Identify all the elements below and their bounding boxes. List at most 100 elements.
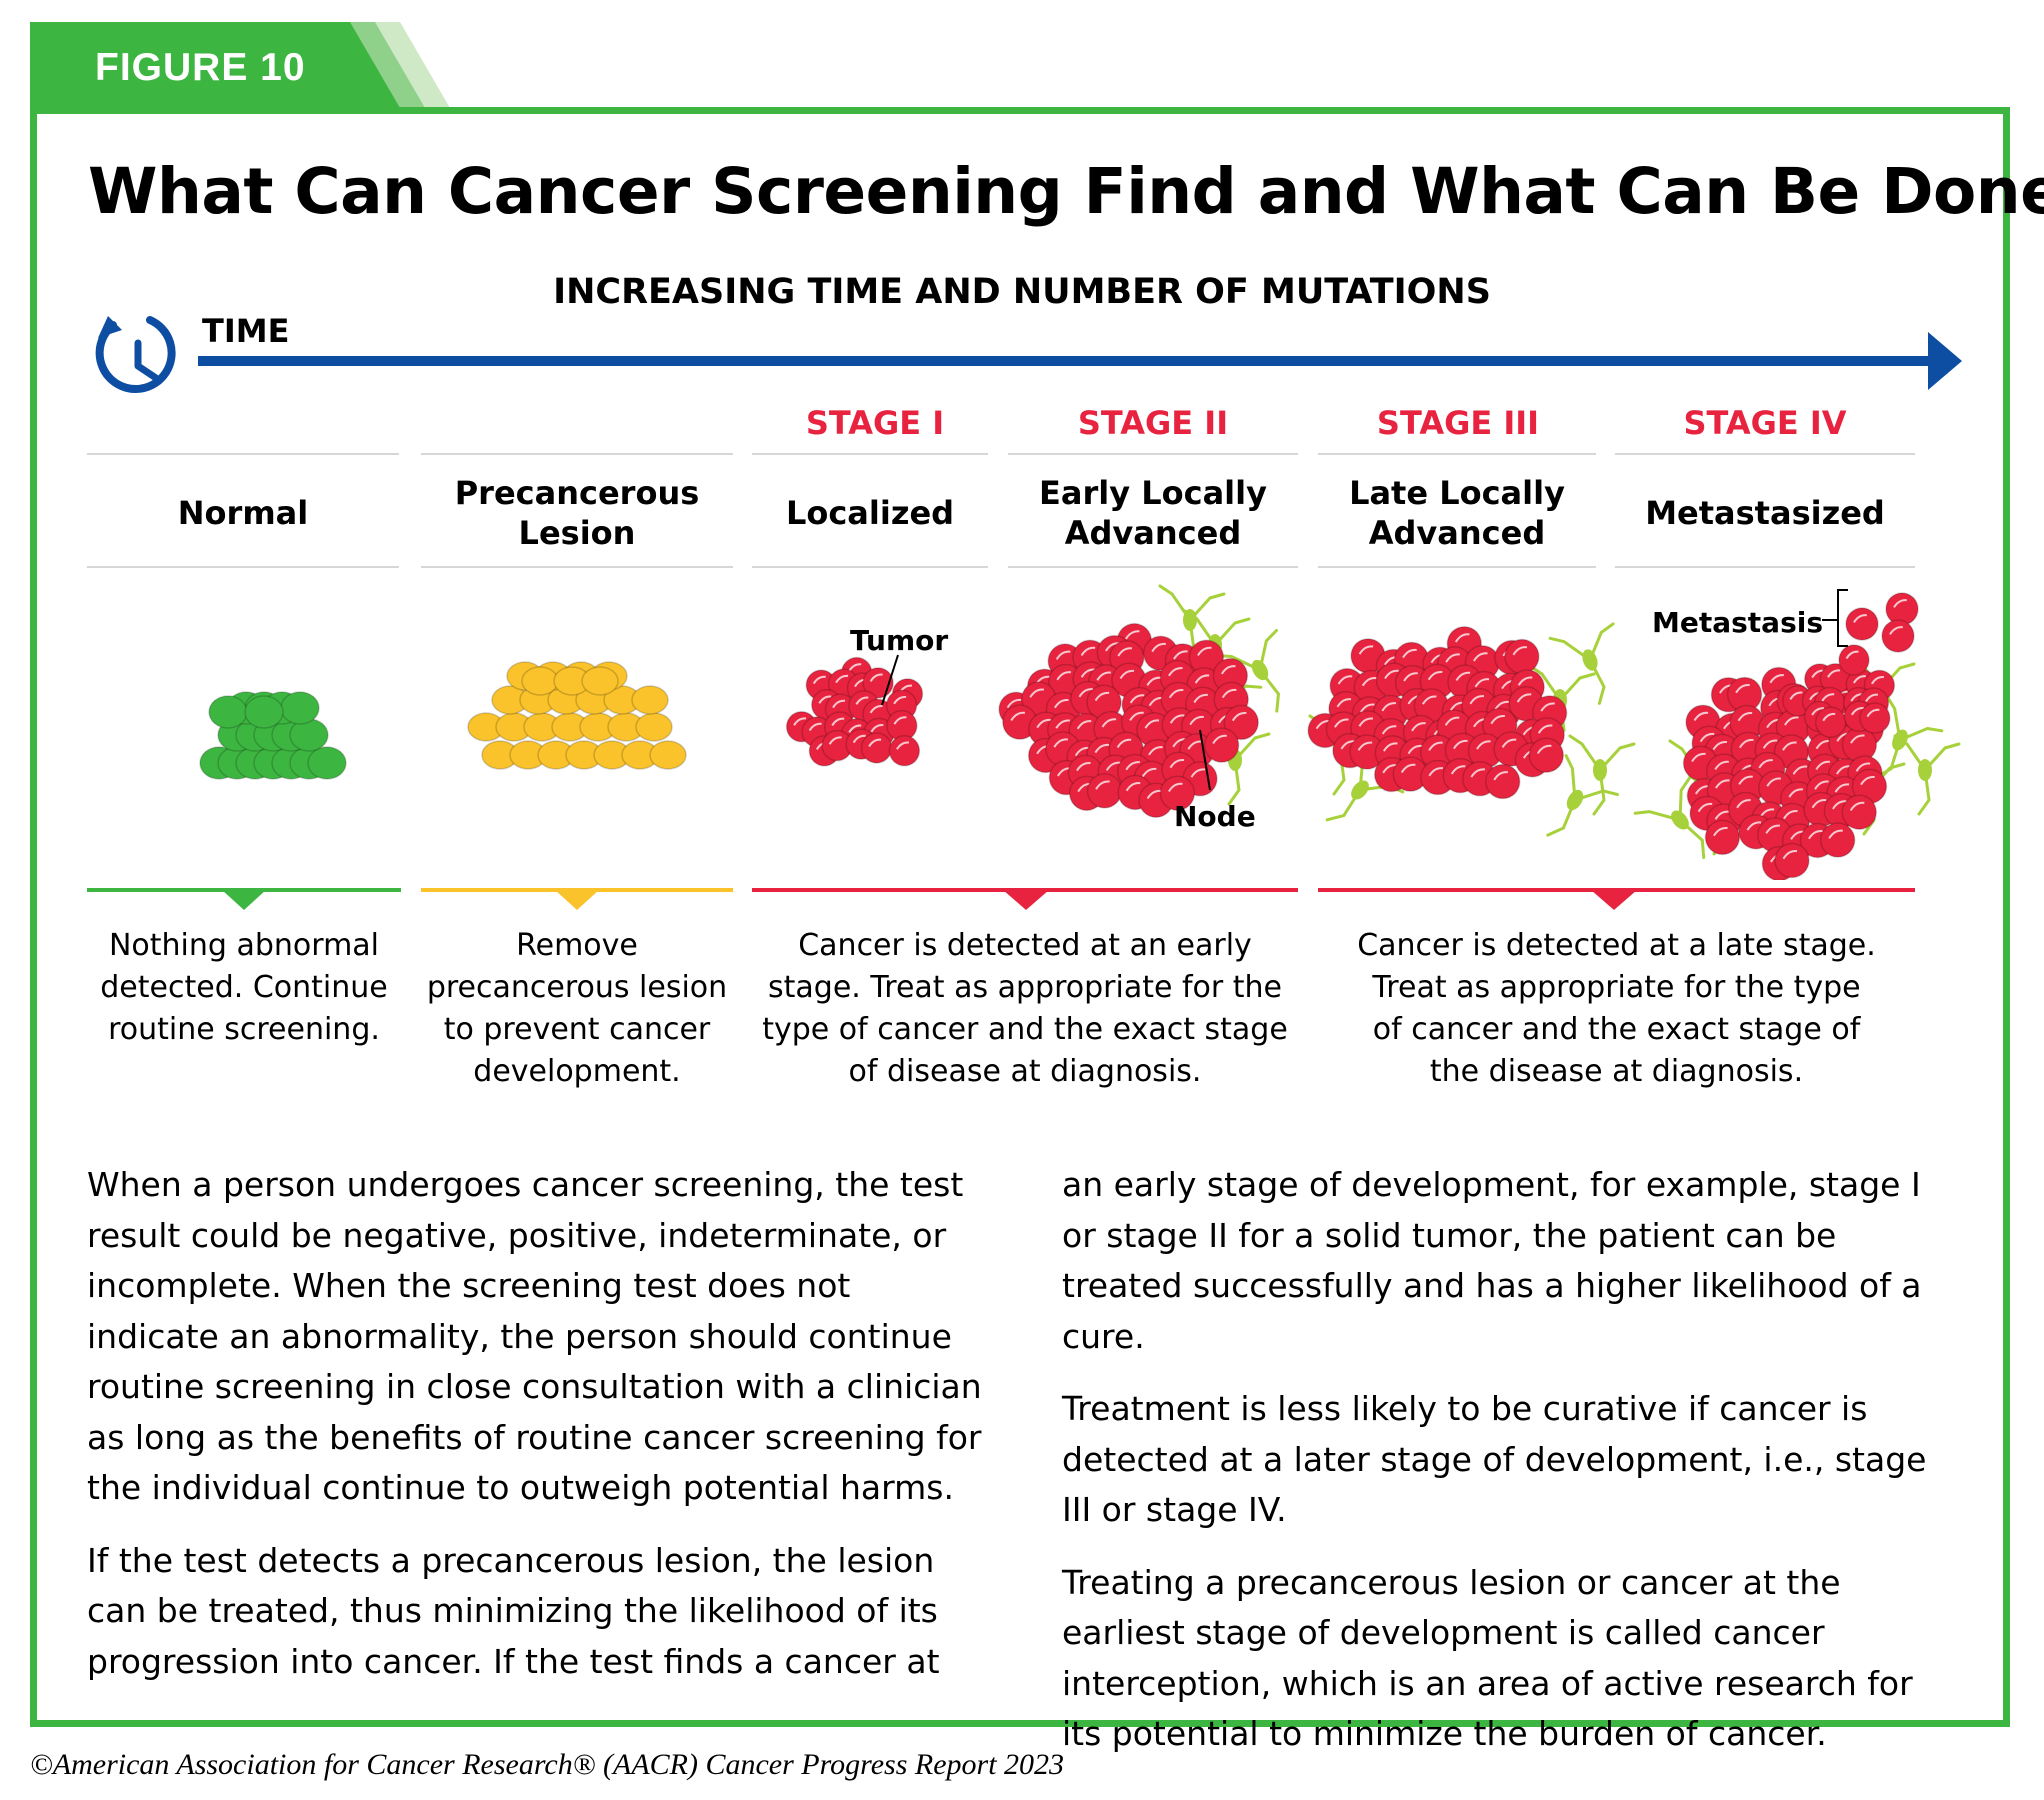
tumor-cell-highlight <box>1832 800 1847 810</box>
metastasis-label: Metastasis <box>1652 606 1824 639</box>
column-title-precancerous: Precancerous Lesion <box>454 473 700 552</box>
column-rule <box>1318 453 1596 455</box>
column-rule <box>1008 566 1298 568</box>
tumor-cell-highlight <box>1860 775 1875 786</box>
tumor-cell-highlight <box>1129 711 1144 721</box>
timeline <box>95 316 1962 393</box>
tumor-cell-highlight <box>832 699 846 709</box>
tumor-cell-highlight <box>893 695 907 705</box>
column-rule <box>421 566 733 568</box>
column-rule <box>1615 566 1915 568</box>
column-rule <box>87 566 399 568</box>
tumor-cell-highlight <box>1146 676 1161 686</box>
tumor-cell-highlight <box>893 716 907 725</box>
tumor-cell-highlight <box>1814 780 1829 790</box>
outcome-dividers <box>87 888 1915 910</box>
tumor-cell-highlight <box>1076 720 1092 730</box>
page-title: What Can Cancer Screening Find and What … <box>88 155 2044 228</box>
tumor-cell-highlight <box>1516 693 1532 703</box>
tumor-cell-highlight <box>1473 652 1488 662</box>
tumor-cell-highlight <box>1769 674 1784 684</box>
tumor-cell-highlight <box>1476 740 1491 750</box>
tumor-cell-highlight <box>1381 725 1397 735</box>
tumor-cell <box>1774 842 1810 879</box>
tumor-cell-highlight <box>1540 702 1555 712</box>
tumor-cell-highlight <box>1212 734 1227 745</box>
tumor-cell-highlight <box>1850 734 1865 744</box>
tumor-cell-highlight <box>1836 765 1851 775</box>
tumor-cell-highlight <box>1693 711 1709 722</box>
figure-tab <box>30 22 450 108</box>
tumor-cell-highlight <box>1815 739 1831 750</box>
tumor-cell-highlight <box>1428 741 1443 751</box>
tumor-cell-highlight <box>1193 693 1208 704</box>
tumor-cell-highlight <box>848 663 862 672</box>
tumor-cell-highlight <box>1381 702 1397 712</box>
tumor-cell-highlight <box>1382 764 1397 774</box>
tumor-cell-highlight <box>1739 738 1754 749</box>
tumor-cell-highlight <box>1197 646 1212 657</box>
tumor-cell-highlight <box>1189 715 1204 726</box>
description-normal: Nothing abnormal detected. Continue rout… <box>100 928 388 1047</box>
body-paragraph: Treatment is less likely to be curative … <box>1062 1389 1927 1529</box>
tumor-cell-highlight <box>1422 695 1437 705</box>
tumor-cell-highlight <box>1168 782 1183 793</box>
tumor-cell-highlight <box>1357 741 1373 751</box>
tumor-cell-highlight <box>1411 722 1426 732</box>
tumor-cell-highlight <box>835 674 849 684</box>
tumor-cell-highlight <box>1455 671 1471 681</box>
column-rule <box>752 453 988 455</box>
body-text-right: an early stage of development, for examp… <box>1062 1160 1962 1782</box>
metastasis-cell <box>1881 619 1915 653</box>
tumor-cell-highlight <box>1827 669 1841 678</box>
tumor-cell-highlight <box>1712 740 1728 751</box>
tumor-cell-highlight <box>1444 716 1460 726</box>
stage-label-3: STAGE III <box>1376 404 1540 442</box>
tumor-cell-highlight <box>1383 742 1398 752</box>
tumor-cell-highlight <box>1788 788 1803 798</box>
tumor-cell-highlight <box>1129 694 1145 704</box>
tumor-cell-highlight <box>812 675 826 685</box>
tumor-cell-highlight <box>1691 752 1706 763</box>
tumor-cell-highlight <box>1808 830 1823 840</box>
tumor-cell-highlight <box>1699 732 1715 743</box>
tumor-cell <box>1223 704 1260 741</box>
tumor-cell-highlight <box>1403 672 1418 682</box>
tumor-cell-highlight <box>1697 802 1713 813</box>
tumor-cell-highlight <box>1784 716 1799 726</box>
tumor-cell-highlight <box>1811 707 1825 716</box>
column-rule <box>1318 566 1596 568</box>
tumor-cell-highlight <box>1536 744 1552 755</box>
tumor-cell-highlight <box>1337 675 1353 685</box>
tumor-cell-highlight <box>1445 653 1460 663</box>
tumor-leader-line <box>881 654 899 706</box>
metastasis-cell-highlight <box>1889 626 1903 635</box>
tumor-cell-highlight <box>1517 676 1533 686</box>
tumor-cell-highlight <box>1116 738 1132 749</box>
body-paragraph: an early stage of development, for examp… <box>1062 1165 1922 1356</box>
tumor-cell-highlight <box>1469 695 1485 705</box>
tumor-cell-highlight <box>1169 758 1185 769</box>
tumor-cell-highlight <box>1006 698 1022 709</box>
tumor-cell-highlight <box>852 734 866 744</box>
tumor-cell-highlight <box>1501 738 1517 748</box>
tumor-cell-highlight <box>1080 668 1096 678</box>
tumor-cell-highlight <box>1078 688 1094 698</box>
body-text-left: When a person undergoes cancer screening… <box>87 1160 987 1709</box>
tumor-cell-highlight <box>1340 740 1356 750</box>
tumor-cell-highlight <box>1428 767 1443 777</box>
tumor-cell-highlight <box>1194 674 1210 684</box>
tumor-cell-highlight <box>1493 771 1508 781</box>
tumor-cell-highlight <box>1454 633 1470 643</box>
divider-normal <box>87 888 401 910</box>
tumor-cell-highlight <box>1141 767 1157 778</box>
tumor-cell-highlight <box>1173 650 1188 660</box>
metastasis-bracket <box>1822 589 1848 647</box>
tumor-cell-highlight <box>1358 645 1374 655</box>
axis-caption: INCREASING TIME AND NUMBER OF MUTATIONS <box>553 272 1491 312</box>
metastasis-cell-highlight <box>1853 614 1867 623</box>
tumor-cell-highlight <box>1450 765 1466 775</box>
node-leader-line <box>1199 729 1211 791</box>
tumor-cell-highlight <box>1094 691 1110 702</box>
tumor-cell-highlight <box>1231 711 1247 722</box>
